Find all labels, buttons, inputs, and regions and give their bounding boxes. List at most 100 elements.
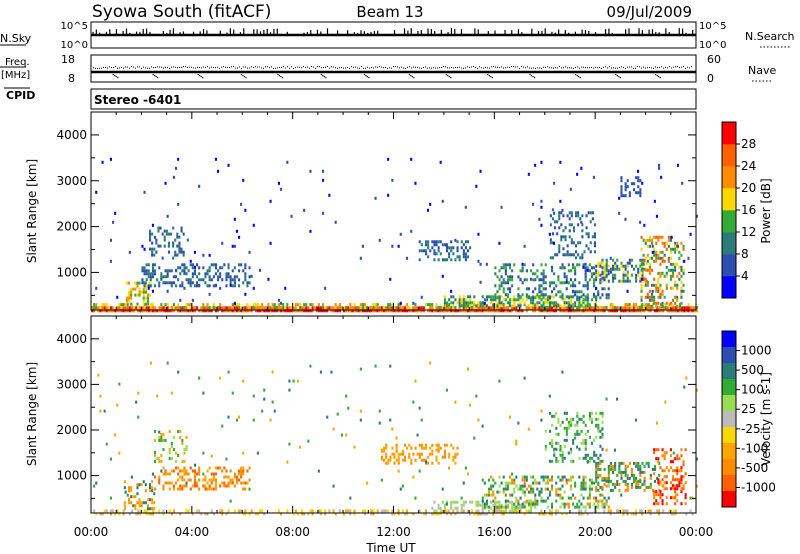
range-cell — [441, 258, 444, 262]
range-cell — [674, 301, 677, 305]
range-cell — [549, 223, 552, 227]
range-cell — [601, 306, 604, 310]
range-cell — [509, 475, 512, 479]
range-cell — [250, 509, 253, 513]
range-cell — [143, 509, 146, 513]
range-cell — [288, 442, 291, 446]
range-cell — [242, 469, 245, 473]
range-cell — [605, 296, 608, 300]
range-cell — [118, 382, 121, 386]
range-cell — [408, 455, 411, 459]
range-cell — [175, 451, 178, 455]
range-cell — [674, 512, 677, 516]
range-cell — [576, 414, 579, 418]
range-cell — [660, 175, 663, 179]
range-cell — [420, 452, 423, 456]
range-cell — [490, 295, 493, 299]
range-cell — [178, 241, 181, 245]
range-cell — [589, 250, 592, 254]
range-cell — [620, 470, 623, 474]
range-cell — [454, 298, 457, 302]
range-cell — [374, 309, 377, 313]
range-cell — [622, 273, 625, 277]
range-cell — [431, 309, 434, 313]
nave-point — [461, 67, 462, 69]
colorbar-swatch — [722, 232, 736, 255]
range-cell — [558, 211, 561, 215]
range-cell — [429, 249, 432, 253]
range-cell — [95, 481, 98, 485]
colorbar-tick-label: -25 — [741, 422, 761, 436]
range-cell — [403, 309, 406, 313]
range-cell — [319, 309, 322, 313]
range-cell — [159, 226, 162, 230]
range-cell — [553, 414, 556, 418]
range-cell — [587, 232, 590, 236]
nave-point — [391, 67, 392, 69]
range-cell — [471, 500, 474, 504]
range-cell — [659, 466, 662, 470]
range-cell — [248, 275, 251, 279]
range-cell — [210, 309, 213, 313]
range-cell — [235, 418, 238, 422]
range-cell — [534, 306, 537, 310]
nave-tick-bottom: 0 — [707, 72, 714, 85]
range-cell — [659, 250, 662, 254]
nave-point — [659, 77, 661, 79]
range-cell — [588, 505, 591, 509]
nave-point — [433, 67, 434, 69]
colorbar-swatch — [722, 347, 736, 364]
range-cell — [661, 499, 664, 503]
nave-point — [573, 67, 574, 69]
range-cell — [227, 272, 230, 276]
range-cell — [485, 502, 488, 506]
range-cell — [665, 481, 668, 485]
range-cell — [595, 505, 598, 509]
range-cell — [240, 202, 243, 206]
range-cell — [517, 502, 520, 506]
nave-point — [281, 77, 284, 79]
range-cell — [667, 268, 670, 272]
range-cell — [667, 469, 670, 473]
range-cell — [576, 290, 579, 294]
range-cell — [569, 298, 572, 302]
range-cell — [284, 309, 287, 313]
range-cell — [641, 181, 644, 185]
range-cell — [527, 499, 530, 503]
nave-point — [345, 67, 346, 69]
nave-point — [547, 66, 548, 68]
range-cell — [570, 223, 573, 227]
range-cell — [233, 275, 236, 279]
range-cell — [574, 301, 577, 305]
nave-point — [103, 66, 104, 68]
range-cell — [593, 284, 596, 288]
range-cell — [586, 266, 589, 270]
range-cell — [172, 241, 175, 245]
range-cell — [263, 309, 266, 313]
range-cell — [579, 217, 582, 221]
range-cell — [519, 506, 522, 510]
range-cell — [445, 509, 448, 513]
range-cell — [657, 502, 660, 506]
range-cell — [135, 306, 138, 310]
range-cell — [380, 455, 383, 459]
range-cell — [580, 493, 583, 497]
range-cell — [151, 501, 154, 505]
range-cell — [103, 306, 106, 310]
range-cell — [303, 306, 306, 310]
range-cell — [469, 403, 472, 407]
nave-point — [527, 66, 528, 68]
range-cell — [448, 255, 451, 259]
range-cell — [485, 262, 488, 266]
range-cell — [559, 266, 562, 270]
range-cell — [467, 240, 470, 244]
range-cell — [685, 306, 688, 310]
range-cell — [567, 496, 570, 500]
range-cell — [570, 450, 573, 454]
range-cell — [601, 309, 604, 313]
range-cell — [599, 309, 602, 313]
range-cell — [450, 249, 453, 253]
range-cell — [248, 250, 251, 254]
range-cell — [622, 512, 625, 516]
range-cell — [536, 304, 539, 308]
